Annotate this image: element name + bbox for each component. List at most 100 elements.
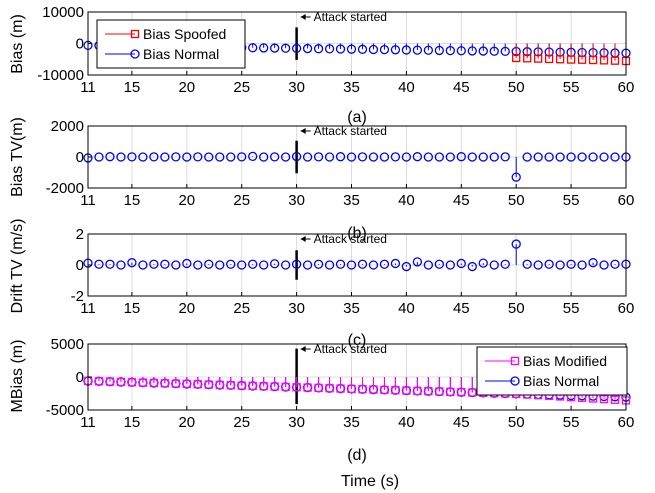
data-point [291,43,302,54]
data-point [566,259,576,269]
annotation-label: Attack started [314,124,387,138]
data-point [270,259,280,269]
data-point [94,377,104,386]
data-point [434,45,444,56]
annotation-label: Attack started [314,10,387,24]
data-point [478,46,488,56]
data-point [467,46,477,56]
y-tick-label: 10000 [42,4,84,21]
data-point [160,379,170,388]
x-tick-label: 35 [343,79,360,96]
data-point [588,258,598,268]
x-tick-label: 30 [288,192,305,209]
x-tick-label: 45 [453,300,470,317]
data-point [182,152,192,162]
data-point [456,46,466,56]
legend-label: Bias Normal [523,373,599,389]
data-point [599,56,609,65]
legend-marker [510,356,520,366]
data-point [94,259,104,269]
data-point [248,259,258,269]
data-point [138,152,148,162]
data-point [434,152,444,162]
x-tick-label: 15 [124,300,141,317]
data-point [259,260,269,270]
data-point [412,152,423,162]
data-point [522,259,532,269]
x-tick-label: 15 [124,192,141,209]
x-tick-label: 55 [563,79,580,96]
data-point [248,43,258,53]
data-point [270,382,279,391]
data-point [445,152,455,162]
data-point [325,384,334,393]
x-tick-label: 20 [178,192,195,209]
panel-d: Attack started 11 15 20 25 30 35 40 45 50 55 60 5000… [9,336,634,464]
data-point [391,386,400,395]
data-point [390,152,401,162]
x-tick-label: 20 [178,79,195,96]
data-point [324,260,335,270]
data-point [610,395,620,404]
data-point [467,152,477,162]
data-point [368,44,379,55]
legend-box [96,19,246,69]
data-point [412,45,423,55]
data-point [577,260,587,270]
data-point [204,380,213,389]
data-point [555,55,565,64]
data-point [390,45,401,55]
data-point [357,152,368,162]
data-point [248,151,258,162]
data-point [478,258,488,268]
data-point [599,152,609,162]
data-point [314,383,323,393]
data-point [270,43,280,53]
data-point [335,259,346,269]
data-point [182,258,192,269]
data-point [149,259,159,269]
data-point [368,260,379,270]
annotation-label: Attack started [314,232,387,246]
x-tick-label: 35 [343,300,360,317]
data-point [500,152,510,162]
data-point [533,260,543,270]
series-values [83,239,631,272]
data-point [610,259,620,269]
legend: Bias Spoofed Bias Normal [96,19,246,69]
data-point [357,44,368,54]
x-tick-label: 11 [80,414,96,431]
data-point [171,379,180,388]
data-point [588,152,598,162]
data-point [467,261,477,272]
data-point [237,381,246,390]
annotation-arrowhead [300,346,306,352]
data-point [105,377,115,386]
data-point [500,46,510,57]
data-point [435,387,444,396]
y-tick-label: -2000 [46,180,84,197]
y-tick-label: -10000 [37,67,84,84]
data-point [324,152,335,162]
data-point [237,152,247,162]
data-point [390,258,401,269]
y-tick-label: 0 [76,149,84,166]
data-point [523,54,532,63]
legend-label: Bias Spoofed [143,26,226,42]
x-tick-label: 11 [80,79,96,96]
annotation-arrowhead [300,14,306,20]
y-tick-label: -2 [71,288,84,305]
data-point [401,45,412,55]
data-point [94,152,104,162]
data-point [423,45,434,55]
x-tick-label: 60 [618,300,635,317]
y-tick-label: 0 [76,257,84,274]
data-point [204,259,214,269]
data-point [116,152,126,162]
x-axis-label: Time (s) [341,473,399,490]
x-tick-label: 35 [343,414,360,431]
data-point [215,260,225,270]
panel-caption: (d) [347,447,367,464]
